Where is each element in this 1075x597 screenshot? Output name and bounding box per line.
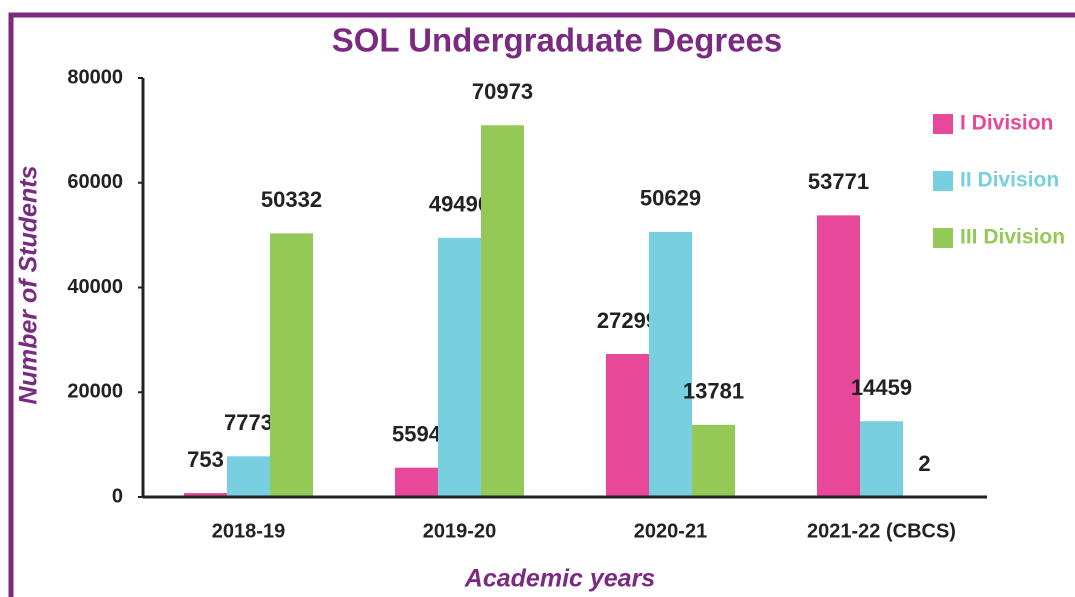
value-label: 753	[187, 447, 224, 472]
bar	[481, 125, 524, 497]
y-tick-label: 80000	[67, 66, 123, 88]
legend-swatch	[933, 228, 953, 248]
x-tick-label: 2021-22 (CBCS)	[807, 520, 956, 542]
value-label: 70973	[472, 79, 533, 104]
value-label: 14459	[851, 375, 912, 400]
bar	[227, 456, 270, 497]
y-tick-label: 0	[112, 485, 123, 507]
value-label: 2	[918, 451, 930, 476]
bar	[860, 421, 903, 497]
frame	[8, 12, 1075, 597]
bar	[184, 493, 227, 497]
y-tick-label: 40000	[67, 276, 123, 298]
y-axis-label: Number of Students	[15, 165, 43, 404]
bar	[692, 424, 735, 497]
value-label: 27299	[597, 308, 658, 333]
value-label: 7773	[224, 410, 273, 435]
bar	[606, 354, 649, 497]
x-tick-label: 2020-21	[634, 520, 707, 542]
x-axis-label: Academic years	[464, 565, 656, 593]
y-tick-label: 20000	[67, 381, 123, 403]
x-tick-label: 2019-20	[423, 520, 496, 542]
legend-label: I Division	[960, 112, 1053, 135]
legend-swatch	[933, 114, 953, 134]
bar	[649, 231, 692, 497]
value-label: 49490	[429, 192, 490, 217]
bar	[395, 467, 438, 497]
chart-title: SOL Undergraduate Degrees	[332, 22, 783, 59]
y-tick-label: 60000	[67, 171, 123, 193]
value-label: 50629	[640, 186, 701, 211]
legend-label: III Division	[960, 226, 1065, 249]
x-tick-label: 2018-19	[212, 520, 285, 542]
value-label: 5594	[392, 422, 442, 447]
value-label: 13781	[683, 379, 744, 404]
value-label: 53771	[808, 169, 869, 194]
legend-swatch	[933, 171, 953, 191]
bar	[438, 237, 481, 497]
bar	[817, 215, 860, 497]
legend-label: II Division	[960, 169, 1059, 192]
value-label: 50332	[261, 187, 322, 212]
bar	[270, 233, 313, 497]
